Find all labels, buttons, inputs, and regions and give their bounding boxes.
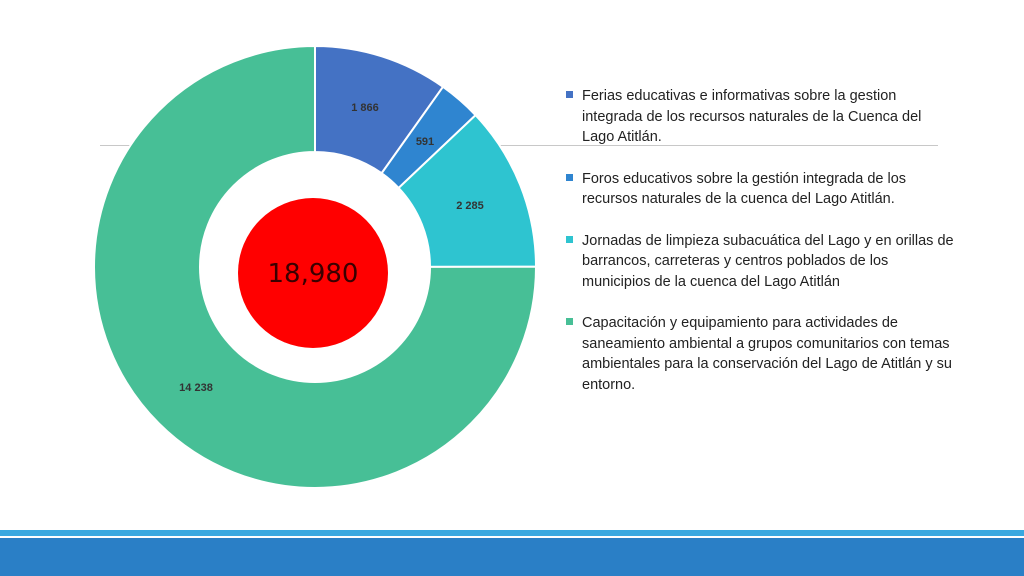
legend-label-ferias: Ferias educativas e informativas sobre l… — [582, 88, 922, 145]
legend-label-jornadas: Jornadas de limpieza subacuática del Lag… — [582, 232, 954, 290]
legend-item-ferias: Ferias educativas e informativas sobre l… — [566, 86, 956, 148]
slice-label-jornadas: 2 285 — [456, 200, 484, 212]
legend-label-capacitacion: Capacitación y equipamiento para activid… — [582, 315, 952, 393]
slice-label-ferias: 1 866 — [351, 102, 379, 114]
slice-label-capacitacion: 14 238 — [179, 382, 213, 394]
legend-label-foros: Foros educativos sobre la gestión integr… — [582, 170, 907, 208]
legend-marker-capacitacion — [566, 318, 573, 325]
footer-bar — [0, 538, 1024, 576]
horizontal-divider-line — [100, 145, 938, 146]
legend-item-jornadas: Jornadas de limpieza subacuática del Lag… — [566, 231, 956, 293]
legend-item-foros: Foros educativos sobre la gestión integr… — [566, 169, 956, 210]
slice-label-foros: 591 — [416, 136, 434, 148]
footer-accent-line — [0, 530, 1024, 536]
center-total-value: 18,980 — [268, 259, 359, 289]
center-total-circle — [238, 198, 388, 348]
labels-group: 1 866 591 2 285 14 238 — [179, 102, 484, 394]
slices-group — [93, 44, 538, 489]
legend-item-capacitacion: Capacitación y equipamiento para activid… — [566, 313, 956, 395]
legend-marker-foros — [566, 173, 573, 181]
legend-marker-jornadas — [566, 235, 573, 243]
chart-legend: Ferias educativas e informativas sobre l… — [566, 86, 956, 416]
legend-marker-ferias — [566, 91, 573, 98]
slice-capacitacion — [93, 44, 538, 489]
